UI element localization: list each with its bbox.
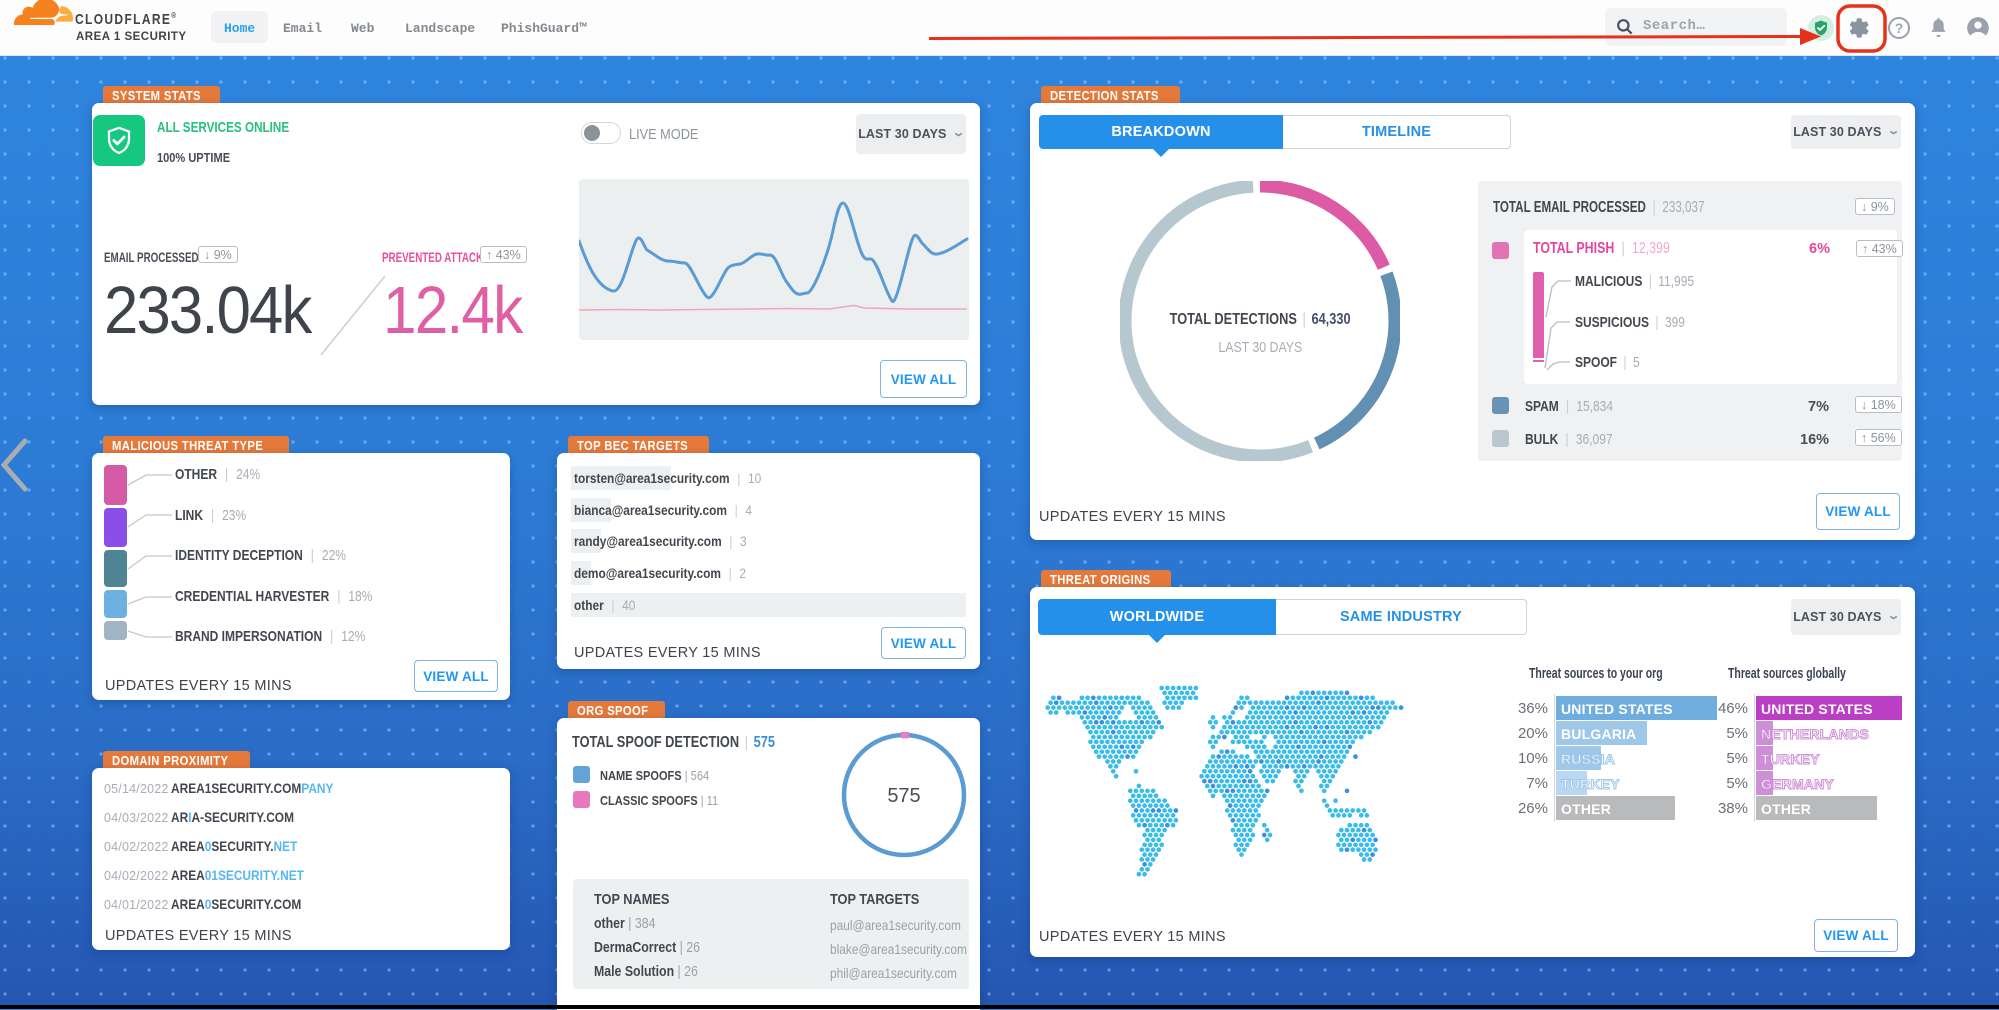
svg-text:575: 575: [887, 785, 920, 807]
